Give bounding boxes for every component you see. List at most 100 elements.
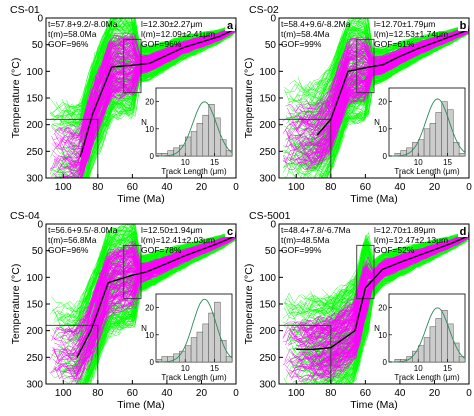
- y-tick-label: 0: [270, 14, 276, 25]
- age-stat: t=58.4+9.6/-8.2Ma: [281, 19, 351, 29]
- histogram-bar: [202, 114, 209, 157]
- sample-name: CS-04: [10, 210, 40, 222]
- y-tick-label: 300: [26, 174, 43, 185]
- age-stat: t=56.6+9.5/-8.0Ma: [48, 225, 118, 235]
- x-tick-label: 100: [55, 388, 72, 399]
- histogram-bar: [429, 123, 437, 157]
- histogram-x-tick-label: 15: [210, 364, 219, 373]
- length-stat: l=12.30±2.27μm: [141, 19, 202, 29]
- y-tick-label: 200: [26, 326, 43, 337]
- panel-letter: c: [227, 226, 233, 238]
- histogram-bar: [190, 337, 198, 363]
- histogram-y-tick-label: 20: [378, 304, 387, 313]
- best-fit-path: [76, 235, 237, 358]
- y-tick-label: 300: [259, 174, 276, 185]
- x-tick-label: 0: [233, 182, 239, 193]
- histogram-bar: [190, 131, 198, 157]
- y-tick-label: 0: [37, 14, 43, 25]
- x-axis-label: Time (Ma): [117, 399, 164, 411]
- histogram-y-label: N: [374, 324, 380, 333]
- sample-name: CS-01: [10, 4, 40, 16]
- model-age-stat: t(m)=56.8Ma: [48, 235, 97, 245]
- constraint-box-2: [123, 244, 142, 300]
- x-tick-label: 0: [466, 388, 472, 399]
- y-tick-label: 100: [259, 67, 276, 78]
- y-tick-label: 0: [37, 220, 43, 231]
- y-tick-label: 50: [265, 246, 277, 257]
- histogram-bar: [447, 323, 454, 363]
- histogram-fit-curve: [156, 101, 233, 157]
- histogram-bar: [214, 117, 221, 157]
- x-tick-label: 0: [466, 182, 472, 193]
- length-stat: l=12.70±1.79μm: [374, 19, 435, 29]
- histogram-bar: [447, 109, 454, 157]
- histogram-bar: [453, 342, 460, 363]
- panel-letter: d: [460, 226, 467, 238]
- histogram-x-tick-label: 15: [443, 364, 452, 373]
- histogram-y-label: N: [374, 118, 380, 127]
- histogram-bar: [417, 345, 425, 363]
- y-tick-label: 200: [259, 120, 276, 131]
- y-axis-label: Temperature (°C): [10, 264, 22, 345]
- model-length-stat: l(m)=12.09±2.41μm: [141, 29, 215, 39]
- histogram-fit-curve: [389, 98, 466, 157]
- y-tick-label: 250: [259, 353, 276, 364]
- best-fit-path: [296, 235, 470, 350]
- y-tick-label: 50: [32, 40, 44, 51]
- y-tick-label: 0: [270, 220, 276, 231]
- x-tick-label: 40: [161, 388, 173, 399]
- y-tick-label: 300: [26, 380, 43, 391]
- x-tick-label: 40: [394, 388, 406, 399]
- best-fit-path: [79, 28, 237, 157]
- histogram-bar: [214, 301, 221, 363]
- model-length-stat: l(m)=12.47±2.13μm: [374, 235, 448, 245]
- histogram-x-tick-label: 10: [181, 364, 190, 373]
- sample-name: CS-5001: [249, 210, 291, 222]
- histogram-bar: [441, 310, 448, 363]
- x-tick-label: 60: [127, 388, 139, 399]
- model-age-stat: t(m)=58.4Ma: [281, 29, 330, 39]
- histogram-fit-curve: [156, 298, 233, 363]
- y-tick-label: 150: [26, 94, 43, 105]
- y-tick-label: 250: [26, 353, 43, 364]
- histogram-y-tick-label: 20: [145, 304, 154, 313]
- histogram-x-tick-label: 10: [181, 158, 190, 167]
- age-gof: GOF=96%: [48, 39, 89, 49]
- y-tick-label: 250: [26, 147, 43, 158]
- histogram-bar: [423, 337, 431, 363]
- length-stat: l=12.70±1.89μm: [374, 225, 435, 235]
- length-stat: l=12.50±1.94μm: [141, 225, 202, 235]
- histogram-y-tick-label: 0: [150, 358, 155, 367]
- histogram-bar: [453, 142, 460, 157]
- panel-letter-bg: [225, 225, 235, 237]
- histogram-x-label: Track Length (μm): [394, 373, 460, 382]
- x-tick-label: 20: [196, 388, 208, 399]
- model-length-stat: l(m)=12.41±2.03μm: [141, 235, 215, 245]
- length-gof: GOF=61%: [374, 39, 415, 49]
- age-stat: t=57.8+9.2/-8.0Ma: [48, 19, 118, 29]
- panel-letter: b: [460, 20, 467, 32]
- histogram-y-label: N: [141, 118, 147, 127]
- histogram-bar: [184, 345, 192, 363]
- x-tick-label: 100: [288, 182, 305, 193]
- panel-letter-bg: [225, 19, 235, 31]
- panel-letter-bg: [458, 225, 468, 237]
- histogram-bar: [220, 139, 227, 157]
- y-tick-label: 250: [259, 147, 276, 158]
- x-axis-label: Time (Ma): [350, 193, 397, 205]
- panel-letter-bg: [458, 19, 468, 31]
- x-tick-label: 20: [429, 388, 441, 399]
- histogram-x-label: Track Length (μm): [394, 167, 460, 176]
- histogram-x-label: Track Length (μm): [161, 373, 227, 382]
- histogram-y-tick-label: 10: [145, 125, 154, 134]
- histogram-y-tick-label: 20: [145, 98, 154, 107]
- histogram-bar: [208, 104, 215, 157]
- histogram-y-label: N: [141, 324, 147, 333]
- histogram-fit-curve: [389, 307, 466, 363]
- histogram-bar: [435, 112, 442, 157]
- histogram-y-tick-label: 0: [383, 358, 388, 367]
